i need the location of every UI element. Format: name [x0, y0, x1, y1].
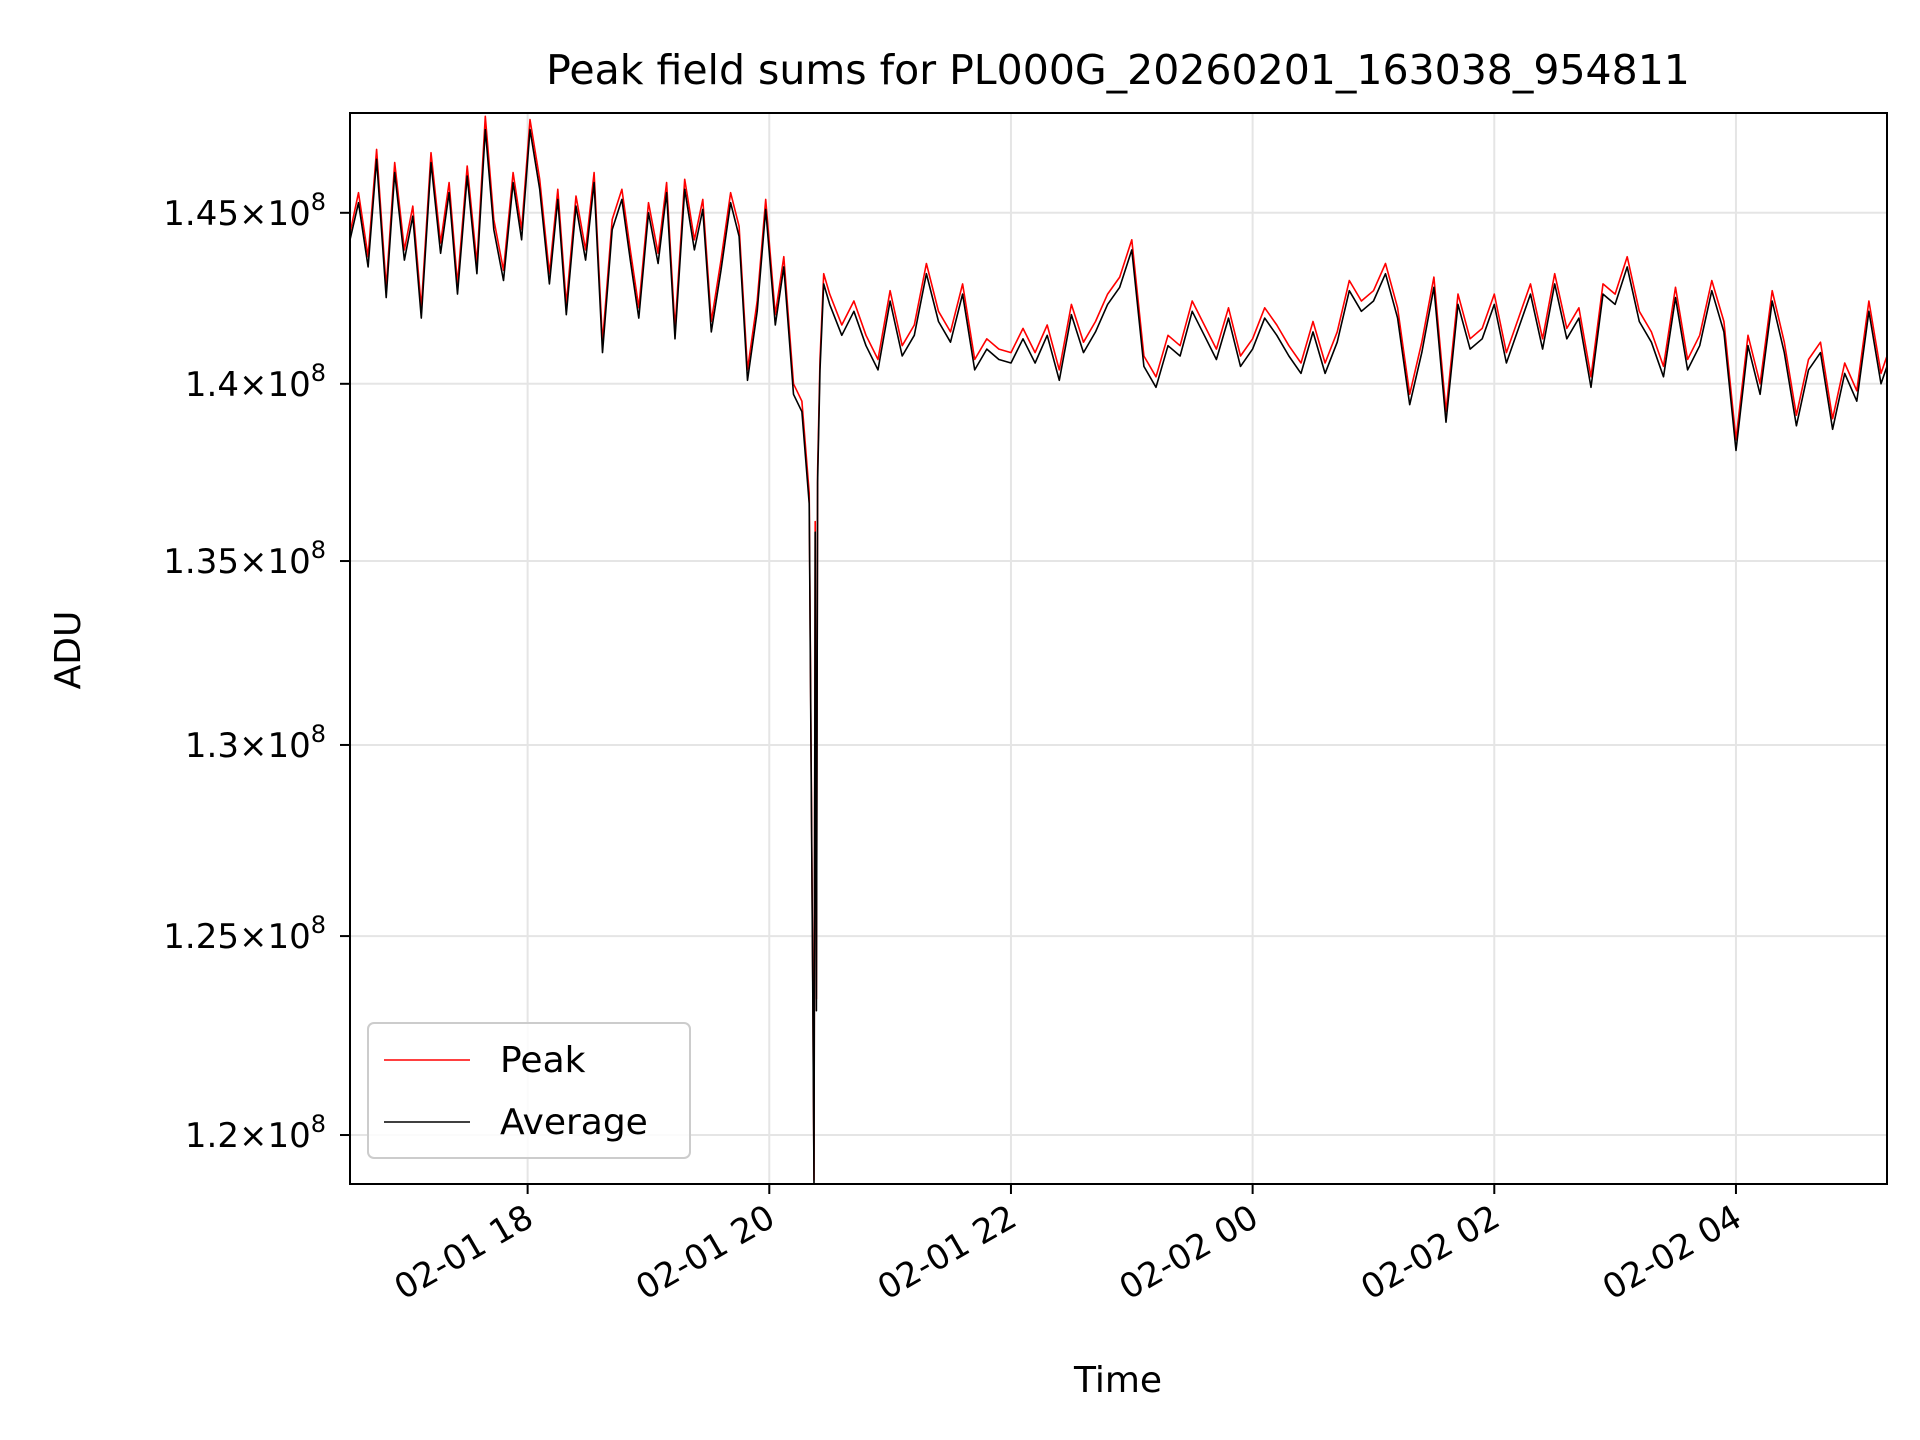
- chart-title: Peak field sums for PL000G_20260201_1630…: [546, 46, 1690, 94]
- plot-frame: [349, 112, 1888, 1185]
- legend-average-label: Average: [500, 1102, 648, 1143]
- y-tick-exponent: 8: [311, 911, 326, 939]
- grid: [350, 113, 1887, 1184]
- y-tick-exponent: 8: [311, 1110, 326, 1138]
- y-tick-times: ×10: [239, 917, 311, 957]
- legend: Peak Average: [367, 1022, 691, 1159]
- y-tick-label: 1.45×108: [163, 188, 326, 234]
- y-axis-label: ADU: [48, 611, 89, 690]
- y-axis: 1.2×1081.25×1081.3×1081.35×1081.4×1081.4…: [163, 188, 350, 1156]
- y-tick-times: ×10: [239, 194, 311, 234]
- series-line-peak: [350, 115, 1887, 1181]
- series-line-average: [350, 128, 1887, 1184]
- y-tick-label: 1.35×108: [163, 536, 326, 582]
- legend-box: [367, 1022, 691, 1159]
- y-tick-label: 1.3×108: [185, 720, 326, 766]
- y-tick-times: ×10: [239, 542, 311, 582]
- y-tick-times: ×10: [239, 1116, 311, 1156]
- y-tick-label: 1.4×108: [185, 359, 326, 405]
- y-tick-exponent: 8: [311, 188, 326, 216]
- y-tick-exponent: 8: [311, 359, 326, 387]
- y-tick-mantissa: 1.35: [163, 542, 239, 582]
- x-axis-label: Time: [1073, 1360, 1162, 1401]
- y-tick-label: 1.2×108: [185, 1110, 326, 1156]
- y-tick-exponent: 8: [311, 536, 326, 564]
- y-tick-times: ×10: [239, 726, 311, 766]
- y-tick-label: 1.25×108: [163, 911, 326, 957]
- y-tick-mantissa: 1.3: [185, 726, 239, 766]
- y-tick-mantissa: 1.45: [163, 194, 239, 234]
- series-layer: [350, 115, 1887, 1184]
- legend-peak-label: Peak: [500, 1040, 586, 1081]
- y-tick-mantissa: 1.25: [163, 917, 239, 957]
- y-tick-mantissa: 1.4: [185, 365, 239, 405]
- y-tick-mantissa: 1.2: [185, 1116, 239, 1156]
- y-tick-exponent: 8: [311, 720, 326, 748]
- y-tick-times: ×10: [239, 365, 311, 405]
